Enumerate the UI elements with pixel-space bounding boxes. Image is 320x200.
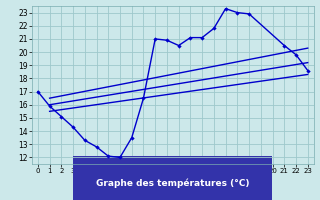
X-axis label: Graphe des températures (°C): Graphe des températures (°C) [96, 178, 250, 188]
